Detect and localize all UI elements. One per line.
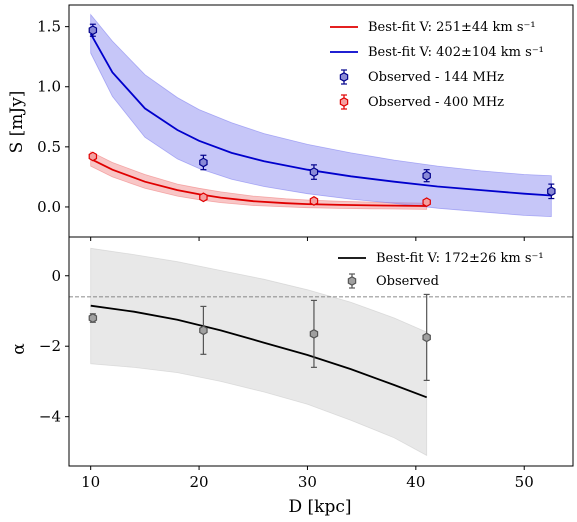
x-tick-label: 10 bbox=[81, 473, 100, 491]
legend-entry-label: Observed - 144 MHz bbox=[368, 70, 504, 85]
data-point-s2-4 bbox=[547, 186, 556, 197]
bottom-panel: 0 −2 −4 10 20 30 40 50 Best-fit V: 172±26 km s⁻¹… bbox=[39, 236, 574, 491]
x-tick-label: 30 bbox=[298, 473, 317, 491]
legend-marker-swatch bbox=[347, 276, 357, 286]
top-y-axis-title: S [mJy] bbox=[7, 91, 27, 154]
legend-entry-label: Observed - 400 MHz bbox=[368, 95, 504, 110]
data-point-s1-2 bbox=[309, 328, 319, 339]
bottom-y-axis-title: α bbox=[9, 343, 29, 355]
data-point-s1-1 bbox=[199, 325, 208, 336]
legend-marker-swatch bbox=[339, 72, 349, 82]
legend-entry-label: Best-fit V: 172±26 km s⁻¹ bbox=[376, 251, 544, 266]
confidence-band-0 bbox=[90, 151, 428, 210]
y-tick-label: 0.5 bbox=[37, 138, 61, 156]
y-tick-label: 1.0 bbox=[37, 78, 61, 96]
top-panel: 0.0 0.5 1.0 1.5 Best-fit V: 251±44 km s⁻¹ Bes… bbox=[37, 4, 574, 241]
data-point-s3-0 bbox=[88, 151, 98, 162]
data-point-s3-2 bbox=[309, 196, 319, 206]
legend-entry-label: Best-fit V: 402±104 km s⁻¹ bbox=[368, 45, 544, 60]
data-point-s3-1 bbox=[199, 192, 208, 203]
plot-frame bbox=[68, 236, 574, 467]
fit-line-0 bbox=[90, 304, 428, 399]
confidence-band-1 bbox=[90, 13, 552, 218]
y-tick-label: 1.5 bbox=[37, 18, 61, 36]
data-point-s1-3 bbox=[422, 332, 431, 343]
data-point-s2-1 bbox=[199, 157, 208, 168]
data-point-s2-0 bbox=[88, 25, 98, 36]
y-tick-label: −2 bbox=[39, 337, 61, 355]
fit-line-1 bbox=[89, 33, 552, 197]
y-tick-label: 0.0 bbox=[37, 198, 61, 216]
data-point-s2-3 bbox=[422, 170, 431, 181]
legend-marker-swatch bbox=[339, 97, 349, 107]
y-tick-label: −4 bbox=[39, 408, 61, 426]
data-point-s1-0 bbox=[88, 313, 98, 323]
x-axis-title: D [kpc] bbox=[288, 497, 351, 517]
data-point-s2-2 bbox=[309, 167, 319, 177]
x-tick-label: 20 bbox=[190, 473, 209, 491]
data-point-s3-3 bbox=[422, 197, 431, 208]
x-tick-label: 40 bbox=[406, 473, 425, 491]
legend-entry-label: Best-fit V: 251±44 km s⁻¹ bbox=[368, 20, 536, 35]
y-tick-label: 0 bbox=[51, 267, 61, 285]
confidence-band-0 bbox=[90, 247, 428, 457]
x-tick-label: 50 bbox=[515, 473, 534, 491]
legend-entry-label: Observed bbox=[376, 274, 439, 289]
fit-line-0 bbox=[90, 158, 427, 207]
